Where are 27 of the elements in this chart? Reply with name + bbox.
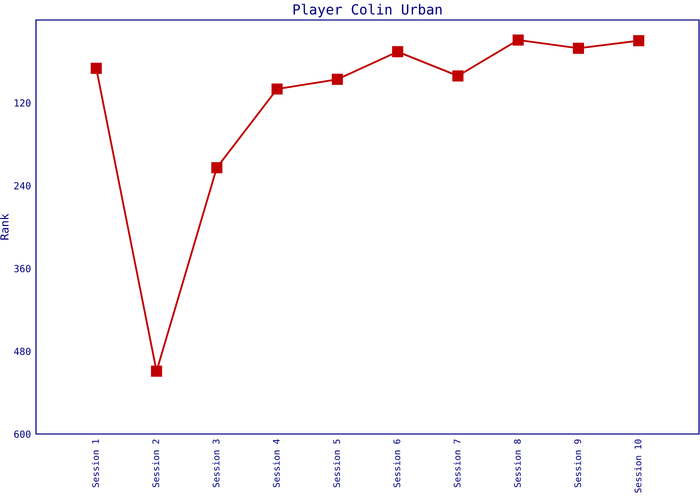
x-tick-label: Session 4 [272,439,280,488]
y-axis-title: Rank [0,214,9,240]
point [512,34,524,46]
y-tick-label: 360 [14,264,31,272]
point [452,70,464,82]
point [211,162,222,174]
point [392,46,404,58]
x-tick-label: Session 3 [212,440,220,488]
y-tick-label: 600 [14,430,31,438]
x-tick-label: Session 7 [454,440,461,488]
x-tick-label: Session 6 [393,439,400,488]
x-tick-label: Session 9 [574,439,582,488]
x-tick-label: Session 10 [634,439,642,493]
point [90,62,102,74]
point [332,74,343,85]
point [150,366,162,377]
chart-title: Player Colin Urban [294,4,442,18]
point [572,42,584,54]
x-tick-label: Session 2 [152,440,160,488]
y-tick-label: 480 [14,348,31,356]
point [272,83,283,95]
x-tick-label: Session 8 [514,439,521,488]
x-tick-label: Session 5 [333,440,340,488]
point [633,35,644,46]
y-tick-label: 240 [14,182,31,190]
y-tick-label: 120 [14,99,31,107]
x-tick-label: Session 1 [92,439,99,488]
